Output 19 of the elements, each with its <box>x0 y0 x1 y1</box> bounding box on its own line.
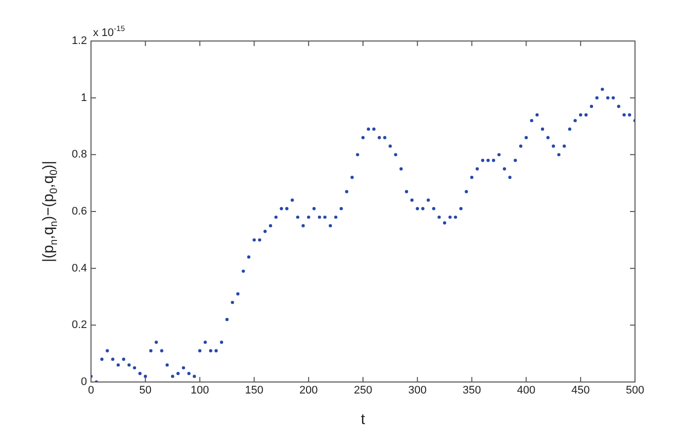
y-tick-label: 1.2 <box>72 35 87 48</box>
x-axis-title: t <box>360 411 366 428</box>
x-tick-label: 350 <box>462 384 481 397</box>
y-tick-label: 0.2 <box>72 319 87 332</box>
x-tick-label: 500 <box>626 384 644 397</box>
x-tick-label: 400 <box>517 384 536 397</box>
x-tick-label: 300 <box>408 384 427 397</box>
x-tick-label: 150 <box>245 384 264 397</box>
y-tick-label: 1 <box>80 92 87 104</box>
y-tick-label: 0.6 <box>72 206 87 218</box>
x-tick-label: 450 <box>571 384 590 397</box>
y-tick-label: 0.8 <box>72 148 87 161</box>
text: |(pn,qn)−(p0,q0)| <box>40 160 60 262</box>
x-tick-label: 50 <box>139 384 152 397</box>
x-tick-label: 100 <box>190 384 209 397</box>
x-tick-label: 250 <box>354 384 372 397</box>
y-tick-label: 0 <box>80 376 87 388</box>
y-tick-label: 0.4 <box>72 262 87 274</box>
x-tick-label: 200 <box>299 384 318 397</box>
